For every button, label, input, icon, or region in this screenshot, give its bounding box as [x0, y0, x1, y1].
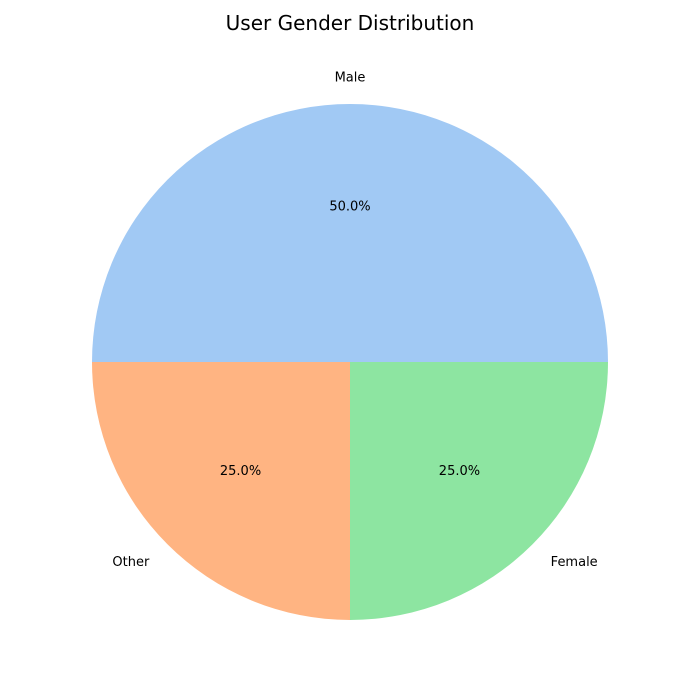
pie-pct-other: 25.0%: [220, 464, 261, 479]
pie-label-female: Female: [551, 555, 598, 570]
pie-pct-female: 25.0%: [439, 464, 480, 479]
pie-slice-female: [350, 362, 608, 620]
pie-slice-male: [92, 104, 608, 362]
chart-title: User Gender Distribution: [226, 11, 475, 35]
pie-label-male: Male: [335, 71, 366, 86]
pie-slices: [92, 104, 608, 620]
pie-slice-other: [92, 362, 350, 620]
pie-pct-male: 50.0%: [329, 200, 370, 215]
pie-label-other: Other: [112, 555, 150, 570]
pie-labels: Male 50.0% Other 25.0% Female 25.0%: [112, 71, 597, 570]
